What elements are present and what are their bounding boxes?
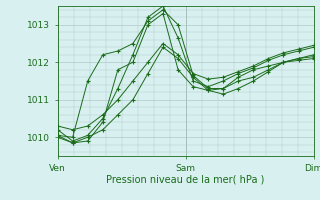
X-axis label: Pression niveau de la mer( hPa ): Pression niveau de la mer( hPa ): [107, 174, 265, 184]
